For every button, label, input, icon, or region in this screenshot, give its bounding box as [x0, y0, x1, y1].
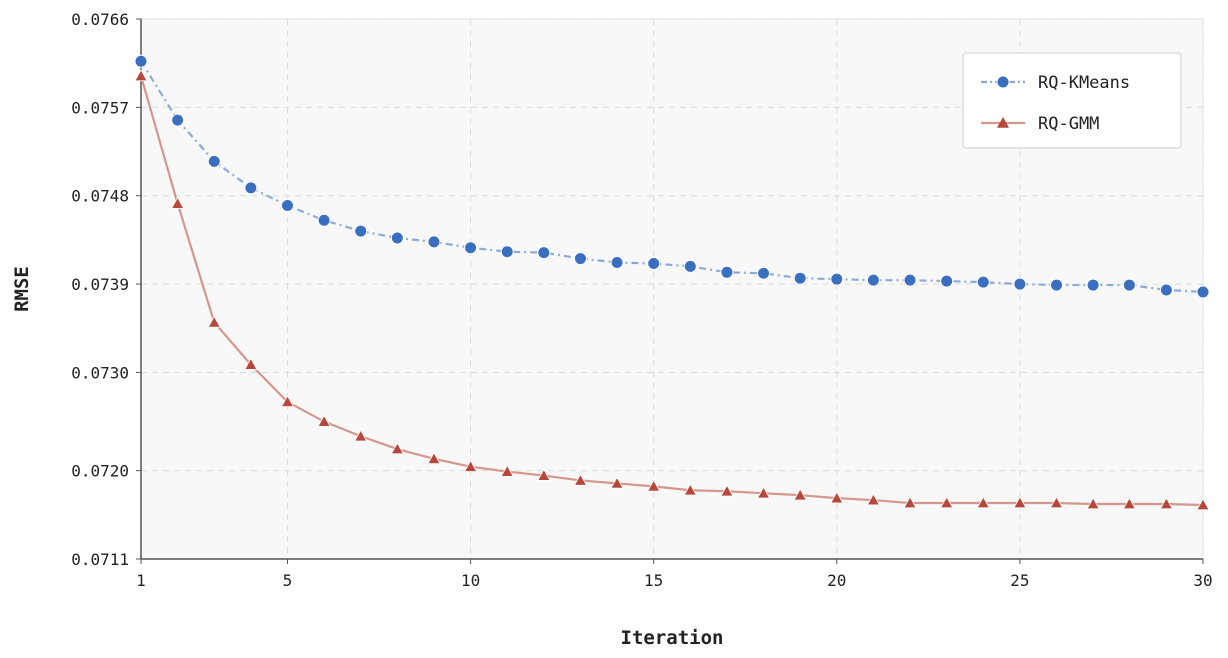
data-point-triangle — [1122, 497, 1137, 510]
series-rq-kmeans — [134, 54, 1210, 299]
data-point-triangle — [756, 486, 771, 499]
data-point-circle — [317, 213, 331, 227]
data-point-circle — [903, 273, 917, 287]
y-tick-label: 0.0711 — [71, 550, 129, 569]
data-point-triangle — [610, 476, 624, 489]
data-point-circle — [720, 265, 734, 279]
data-point-circle — [427, 235, 441, 249]
y-tick-label: 0.0757 — [71, 98, 129, 117]
data-point-triangle — [976, 496, 990, 509]
data-point-circle — [683, 259, 697, 273]
legend-marker-circle — [996, 75, 1010, 89]
data-point-circle — [390, 231, 404, 245]
x-tick-label: 5 — [283, 571, 293, 590]
data-point-triangle — [170, 196, 185, 209]
series-line — [139, 75, 1204, 507]
legend-label-rq-kmeans: RQ-KMeans — [1038, 73, 1130, 93]
x-tick-label: 10 — [461, 571, 480, 590]
data-point-circle — [573, 252, 587, 266]
data-point-circle — [1159, 283, 1173, 297]
data-point-circle — [866, 273, 880, 287]
data-point-triangle — [720, 484, 734, 497]
x-tick-label: 30 — [1193, 571, 1212, 590]
data-point-circle — [244, 181, 258, 195]
series-layer — [134, 54, 1210, 511]
legend-entry-rq-gmm: RQ-GMM — [981, 114, 1099, 134]
data-point-circle — [171, 113, 185, 127]
data-point-triangle — [134, 69, 148, 82]
data-point-triangle — [207, 315, 221, 328]
data-point-triangle — [317, 414, 331, 427]
legend-box — [962, 52, 1182, 149]
data-point-triangle — [683, 483, 697, 496]
data-point-triangle — [903, 496, 917, 509]
x-axis-title: Iteration — [621, 627, 724, 649]
data-point-circle — [1013, 277, 1027, 291]
data-point-circle — [280, 199, 294, 213]
y-tick-label: 0.0748 — [71, 187, 129, 206]
data-point-circle — [610, 255, 624, 269]
legend: RQ-KMeans RQ-GMM — [962, 52, 1182, 149]
y-tick-label: 0.0720 — [71, 462, 129, 481]
data-point-circle — [647, 256, 661, 270]
data-point-circle — [793, 271, 807, 285]
x-tick-label: 25 — [1010, 571, 1029, 590]
data-point-triangle — [793, 488, 807, 501]
data-point-circle — [830, 272, 844, 286]
data-point-triangle — [390, 442, 405, 455]
tick-labels: 1 5 10 15 20 25 300.07110.07200.07300.07390.07… — [71, 10, 1212, 590]
data-point-triangle — [244, 357, 258, 370]
series-rq-gmm — [134, 69, 1210, 511]
y-tick-label: 0.0766 — [71, 10, 129, 29]
x-tick-label: 20 — [827, 571, 846, 590]
data-point-triangle — [647, 479, 661, 492]
data-point-circle — [757, 266, 771, 280]
data-point-triangle — [500, 464, 514, 477]
data-point-circle — [464, 241, 478, 255]
data-point-triangle — [1196, 498, 1210, 511]
data-point-circle — [976, 275, 990, 289]
data-point-circle — [1050, 278, 1064, 292]
data-point-circle — [134, 54, 148, 68]
data-point-circle — [940, 274, 954, 288]
data-point-triangle — [1013, 496, 1027, 509]
y-tick-label: 0.0739 — [71, 275, 129, 294]
data-point-triangle — [463, 459, 478, 472]
data-point-circle — [207, 154, 221, 168]
x-tick-label: 15 — [644, 571, 663, 590]
data-point-triangle — [280, 395, 295, 408]
data-point-triangle — [1049, 496, 1064, 509]
data-point-circle — [500, 245, 514, 259]
data-point-circle — [354, 224, 368, 238]
x-tick-label: 1 — [136, 571, 146, 590]
legend-entry-rq-kmeans: RQ-KMeans — [981, 73, 1130, 93]
data-point-triangle — [866, 493, 881, 506]
data-point-triangle — [1086, 497, 1100, 510]
legend-marker-triangle — [997, 117, 1009, 128]
data-point-triangle — [427, 452, 441, 465]
data-point-circle — [537, 246, 551, 260]
data-point-circle — [1086, 278, 1100, 292]
data-point-triangle — [573, 473, 588, 486]
data-point-triangle — [939, 496, 954, 509]
data-point-triangle — [830, 491, 844, 504]
data-point-circle — [1196, 285, 1210, 299]
axes — [140, 19, 1203, 560]
data-point-triangle — [537, 468, 551, 481]
data-point-triangle — [354, 429, 368, 442]
data-point-triangle — [1159, 497, 1174, 510]
y-axis-title: RMSE — [11, 266, 33, 312]
y-tick-label: 0.0730 — [71, 363, 129, 382]
data-point-circle — [1122, 278, 1136, 292]
legend-label-rq-gmm: RQ-GMM — [1038, 114, 1099, 134]
